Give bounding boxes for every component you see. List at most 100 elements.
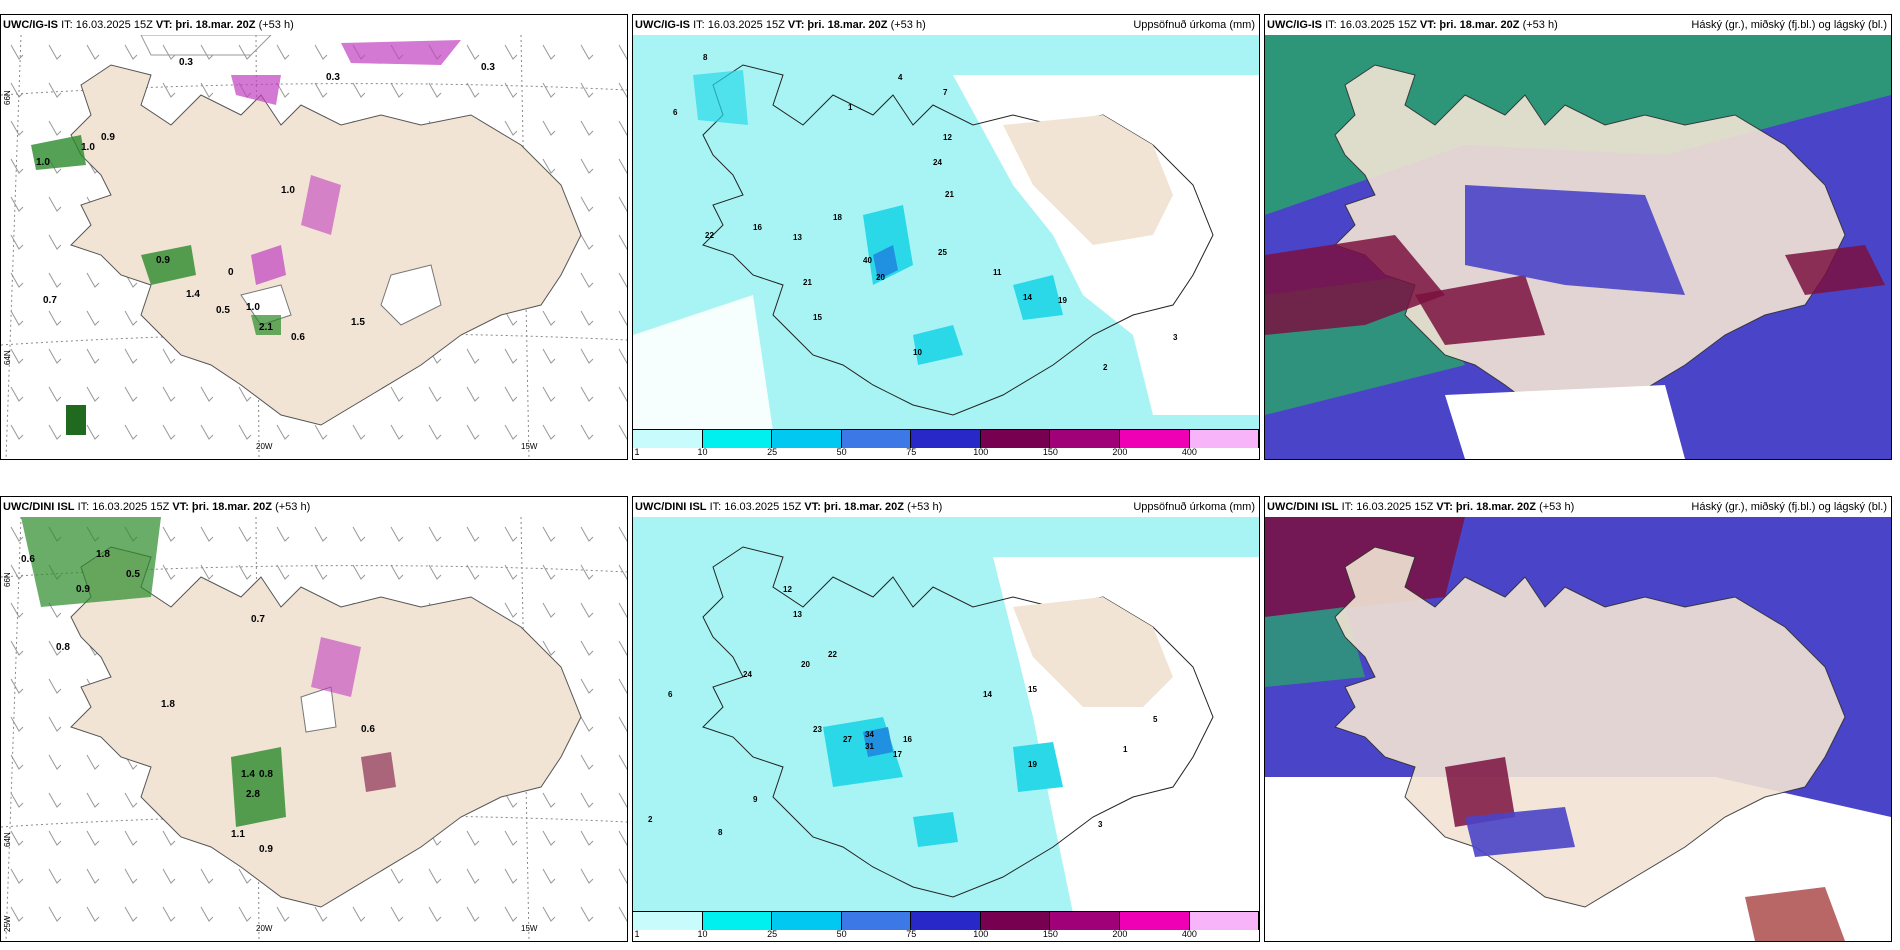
- wind-barb: [10, 272, 24, 288]
- wind-barb: [162, 82, 176, 98]
- wind-barb: [390, 82, 404, 98]
- wind-barb: [162, 348, 176, 364]
- value-label: 2: [1103, 363, 1108, 372]
- wind-barb: [86, 44, 100, 60]
- legend-swatch: [1050, 430, 1120, 448]
- wind-barb: [86, 906, 100, 922]
- value-label: 27: [843, 735, 852, 744]
- wind-barb: [10, 526, 24, 542]
- wind-barb: [48, 348, 62, 364]
- value-label: 22: [705, 231, 714, 240]
- wind-barb: [352, 424, 366, 440]
- wind-barb: [618, 234, 627, 250]
- lon-label: 15W: [521, 924, 538, 933]
- wind-barb: [48, 310, 62, 326]
- value-label: 8: [718, 828, 723, 837]
- wind-barb: [580, 678, 594, 694]
- shower-values: 0.6 1.8 0.9 0.5 0.7 0.8 1.8 1.4 0.8 2.8 …: [21, 549, 375, 855]
- wind-barb: [10, 82, 24, 98]
- wind-barb: [580, 526, 594, 542]
- legend-label: 150: [1042, 929, 1058, 939]
- value-label: 14: [983, 690, 992, 699]
- legend-label: 25: [767, 447, 778, 457]
- wind-barb: [542, 348, 556, 364]
- init-time: IT: 16.03.2025 15Z: [61, 19, 153, 31]
- value-label: 15: [813, 313, 822, 322]
- wind-barb: [86, 386, 100, 402]
- wind-barb: [466, 424, 480, 440]
- wind-barb: [542, 82, 556, 98]
- field-title: Háský (gr.), miðský (fj.bl.) og lágský (…: [1691, 501, 1887, 513]
- wind-barb: [48, 754, 62, 770]
- wind-barb: [10, 120, 24, 136]
- value-label: 0.9: [76, 584, 90, 595]
- value-label: 6: [673, 108, 678, 117]
- value-label: 1.0: [81, 142, 95, 153]
- wind-barb: [238, 906, 252, 922]
- wind-barb: [162, 868, 176, 884]
- legend-swatch: [772, 430, 842, 448]
- wind-barb: [48, 602, 62, 618]
- legend-label: 50: [836, 929, 847, 939]
- field-title: Háský (gr.), miðský (fj.bl.) og lágský (…: [1691, 19, 1887, 31]
- wind-barb: [618, 386, 627, 402]
- value-label: 22: [828, 650, 837, 659]
- wind-barb: [466, 830, 480, 846]
- value-label: 34: [865, 730, 874, 739]
- map-svg: 0.6 1.8 0.9 0.5 0.7 0.8 1.8 1.4 0.8 2.8 …: [1, 517, 627, 941]
- wind-barb: [466, 82, 480, 98]
- wind-barb: [618, 640, 627, 656]
- wind-barb: [542, 564, 556, 580]
- value-label: 1: [1123, 745, 1128, 754]
- wind-barb: [428, 82, 442, 98]
- wind-barb: [580, 196, 594, 212]
- wind-barb: [542, 830, 556, 846]
- wind-barb: [200, 526, 214, 542]
- map-area: [1265, 517, 1891, 941]
- init-time: IT: 16.03.2025 15Z: [1341, 501, 1434, 513]
- lead-time: (+53 h): [907, 501, 943, 513]
- init-time: IT: 16.03.2025 15Z: [1325, 19, 1417, 31]
- value-label: 0.5: [216, 305, 230, 316]
- legend-label: 100: [973, 447, 989, 457]
- wind-barb: [314, 82, 328, 98]
- value-label: 1.8: [96, 549, 110, 560]
- wind-barb: [162, 906, 176, 922]
- wind-barb: [542, 158, 556, 174]
- iceland-outline: [702, 546, 1214, 898]
- iceland-landmass: [70, 64, 582, 426]
- wind-barb: [352, 526, 366, 542]
- value-label: 4: [898, 73, 903, 82]
- wind-barb: [390, 424, 404, 440]
- lon-label: 20W: [256, 442, 273, 451]
- wind-barb: [618, 678, 627, 694]
- wind-barb: [504, 906, 518, 922]
- field-title: Uppsöfnuð úrkoma (mm): [1133, 501, 1255, 513]
- wind-barb: [618, 196, 627, 212]
- lat-label: 64N: [3, 832, 12, 847]
- valid-time: VT: þri. 18.mar. 20Z: [787, 19, 888, 31]
- wind-barb: [48, 640, 62, 656]
- value-label: 16: [903, 735, 912, 744]
- wind-barb: [162, 526, 176, 542]
- wind-barb: [86, 792, 100, 808]
- wind-barb: [124, 310, 138, 326]
- wind-barb: [48, 792, 62, 808]
- value-label: 5: [1153, 715, 1158, 724]
- wind-barb: [504, 120, 518, 136]
- wind-barb: [580, 754, 594, 770]
- wind-barb: [542, 424, 556, 440]
- panel-dini-precip: UWC/DINI ISL IT: 16.03.2025 15Z VT: þri.…: [632, 496, 1260, 942]
- shower-values: 1.0 1.0 0.9 0.9 1.0 0.7 1.4 0.5 0 1.0 2.…: [36, 57, 495, 343]
- wind-barb: [124, 830, 138, 846]
- value-label: 18: [833, 213, 842, 222]
- legend-swatch: [1119, 430, 1190, 448]
- wind-barb: [314, 526, 328, 542]
- wind-barb: [580, 386, 594, 402]
- panel-header: UWC/DINI ISL IT: 16.03.2025 15Z VT: þri.…: [1265, 497, 1891, 517]
- wind-barb: [466, 44, 480, 60]
- panel-header: UWC/DINI ISL IT: 16.03.2025 15Z VT: þri.…: [1, 497, 627, 517]
- panel-header: UWC/IG-IS IT: 16.03.2025 15Z VT: þri. 18…: [1265, 15, 1891, 35]
- wind-barb: [124, 792, 138, 808]
- legend-label: 150: [1042, 447, 1058, 457]
